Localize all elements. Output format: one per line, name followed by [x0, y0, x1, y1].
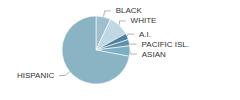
svg-text:HISPANIC: HISPANIC [17, 71, 54, 80]
svg-text:A.I.: A.I. [139, 30, 151, 39]
svg-text:ASIAN: ASIAN [142, 50, 166, 59]
svg-text:BLACK: BLACK [116, 6, 143, 15]
svg-text:PACIFIC ISL.: PACIFIC ISL. [142, 40, 189, 49]
svg-text:WHITE: WHITE [131, 16, 157, 25]
